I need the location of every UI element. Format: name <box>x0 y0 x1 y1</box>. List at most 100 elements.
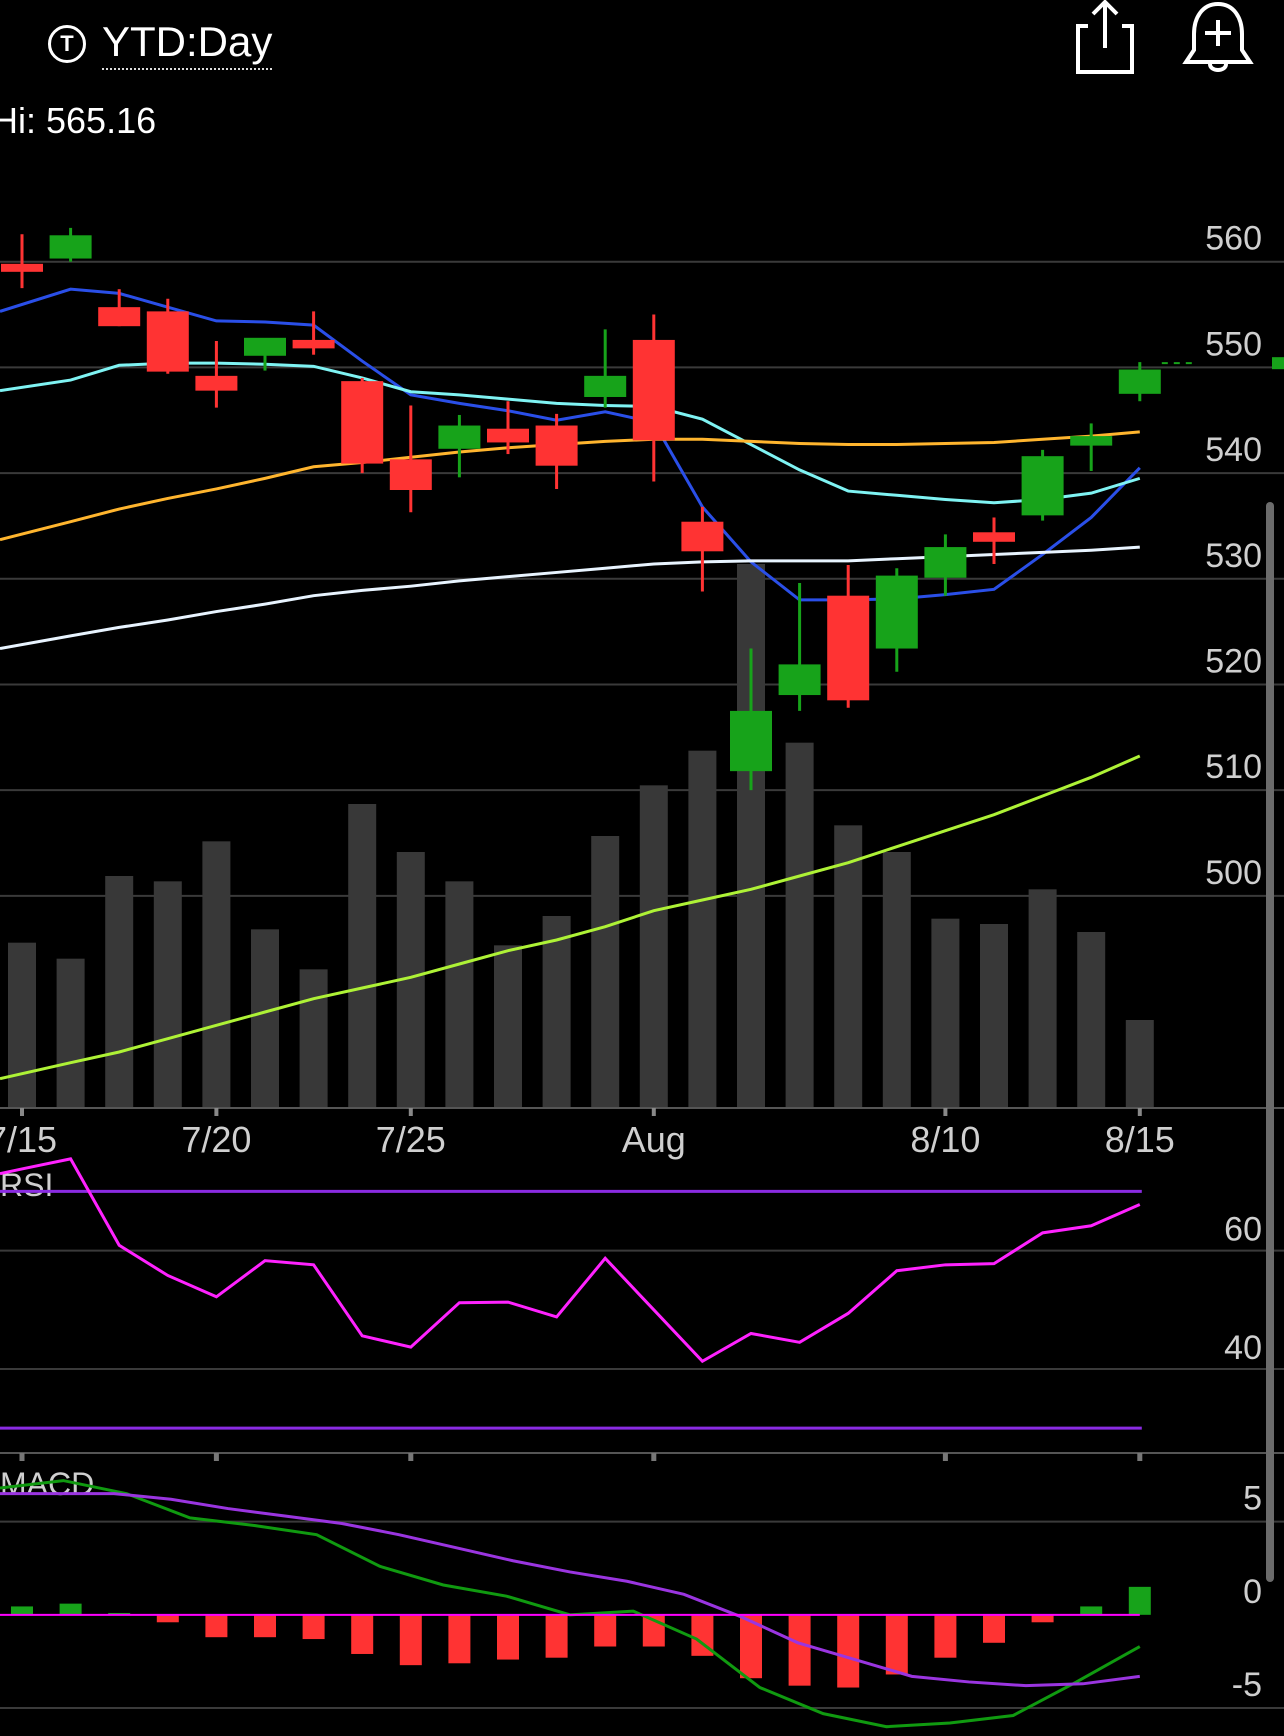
macd-histogram-bar <box>59 1603 82 1615</box>
volume-bar <box>251 929 279 1108</box>
volume-bar <box>153 881 182 1108</box>
candle-body <box>924 547 967 578</box>
rsi-axis-label: 40 <box>1224 1329 1262 1367</box>
price-axis-label: 510 <box>1205 748 1262 786</box>
candlestick <box>49 227 92 262</box>
candlestick <box>1118 362 1161 402</box>
volume-bar <box>639 785 668 1108</box>
macd-signal-line <box>0 1492 1140 1688</box>
candlestick <box>875 568 918 672</box>
candle-body <box>487 428 529 443</box>
price-moving-average-line-4 <box>0 545 1140 651</box>
macd-histogram-bar <box>156 1614 179 1623</box>
candlestick <box>632 314 675 482</box>
candlestick <box>1070 423 1113 471</box>
candlestick <box>535 413 578 489</box>
candlestick <box>146 298 189 374</box>
volume-bar <box>980 924 1008 1108</box>
candlestick <box>98 289 141 327</box>
candlestick <box>584 329 627 408</box>
x-axis-label: 8/10 <box>910 1119 980 1160</box>
macd-histogram-bar <box>254 1614 276 1638</box>
candle-body <box>146 311 189 372</box>
macd-axis-label: 5 <box>1243 1480 1262 1518</box>
price-moving-average-line-1 <box>0 287 1141 602</box>
high-price-readout: Hi: 565.16 <box>0 100 157 141</box>
candlestick <box>730 648 772 791</box>
macd-histogram-bar <box>740 1614 762 1679</box>
candle-body <box>778 664 821 696</box>
volume-bar <box>785 742 814 1108</box>
header-bar: T YTD:Day <box>0 0 1284 110</box>
macd-histogram-bar <box>448 1614 471 1664</box>
macd-line <box>0 1479 1141 1729</box>
x-axis-label: Aug <box>622 1119 686 1160</box>
macd-histogram-bar <box>1031 1614 1054 1623</box>
price-axis-label: 530 <box>1205 537 1262 575</box>
macd-histogram-bar <box>205 1614 228 1638</box>
volume-bar <box>1125 1020 1154 1108</box>
candle-body <box>1070 436 1113 446</box>
price-axis-label: 500 <box>1205 854 1262 892</box>
candlestick <box>292 311 335 355</box>
macd-histogram-bar <box>11 1606 33 1615</box>
price-moving-average-line-2 <box>0 361 1141 505</box>
candlestick <box>487 401 529 455</box>
candle-body <box>292 339 335 349</box>
macd-histogram-bar <box>691 1614 714 1656</box>
candlestick <box>1021 449 1064 521</box>
candle-body <box>98 307 141 327</box>
candlestick <box>827 565 870 708</box>
macd-histogram-bar <box>594 1614 617 1647</box>
share-icon <box>1076 0 1134 74</box>
price-moving-average-line-3 <box>0 430 1140 542</box>
candlestick <box>681 506 724 592</box>
price-axis-label: 550 <box>1205 325 1262 363</box>
volume-bar <box>737 564 765 1108</box>
candle-body <box>875 575 918 649</box>
share-button[interactable] <box>1068 0 1148 80</box>
candle-body <box>827 595 870 701</box>
rsi-line <box>0 1157 1141 1364</box>
macd-axis-label: 0 <box>1243 1573 1262 1611</box>
macd-histogram-bar <box>351 1614 374 1654</box>
volume-bar <box>931 918 960 1108</box>
macd-histogram-bar <box>302 1614 325 1640</box>
candle-body <box>730 710 772 772</box>
candle-body <box>632 339 675 441</box>
candle-body <box>973 532 1015 542</box>
candle-body <box>584 375 627 397</box>
macd-histogram-bar <box>837 1614 860 1688</box>
add-alert-button[interactable] <box>1178 0 1258 80</box>
volume-bar <box>202 841 231 1108</box>
volume-moving-average-line <box>0 754 1141 1081</box>
chart-period-title[interactable]: YTD:Day <box>102 18 273 70</box>
chart-scrollbar[interactable] <box>1266 502 1274 1582</box>
volume-bar <box>1077 932 1106 1108</box>
volume-bar <box>348 804 377 1108</box>
x-axis-label: 7/25 <box>376 1119 446 1160</box>
candle-body <box>389 459 432 491</box>
macd-axis-label: -5 <box>1232 1666 1262 1704</box>
volume-bar <box>494 945 522 1108</box>
candle-body <box>1021 456 1064 516</box>
x-axis-label: 8/15 <box>1105 1119 1175 1160</box>
macd-histogram-bar <box>545 1614 568 1658</box>
macd-histogram-bar <box>497 1614 519 1660</box>
candlestick <box>389 405 432 513</box>
candle-body <box>1118 369 1161 394</box>
candlestick <box>341 377 384 474</box>
macd-histogram-bar <box>1080 1606 1103 1615</box>
volume-bar <box>1028 889 1057 1108</box>
volume-bar <box>542 916 571 1108</box>
x-axis-label: 7/20 <box>181 1119 251 1160</box>
macd-histogram-bar <box>934 1614 957 1658</box>
candlestick <box>244 337 286 371</box>
candle-body <box>49 235 92 259</box>
price-axis-label: 520 <box>1205 642 1262 680</box>
ticker-selector[interactable]: T YTD:Day <box>48 14 273 74</box>
macd-histogram-bar <box>885 1614 908 1675</box>
candlestick <box>195 340 238 408</box>
volume-bar <box>56 958 85 1108</box>
